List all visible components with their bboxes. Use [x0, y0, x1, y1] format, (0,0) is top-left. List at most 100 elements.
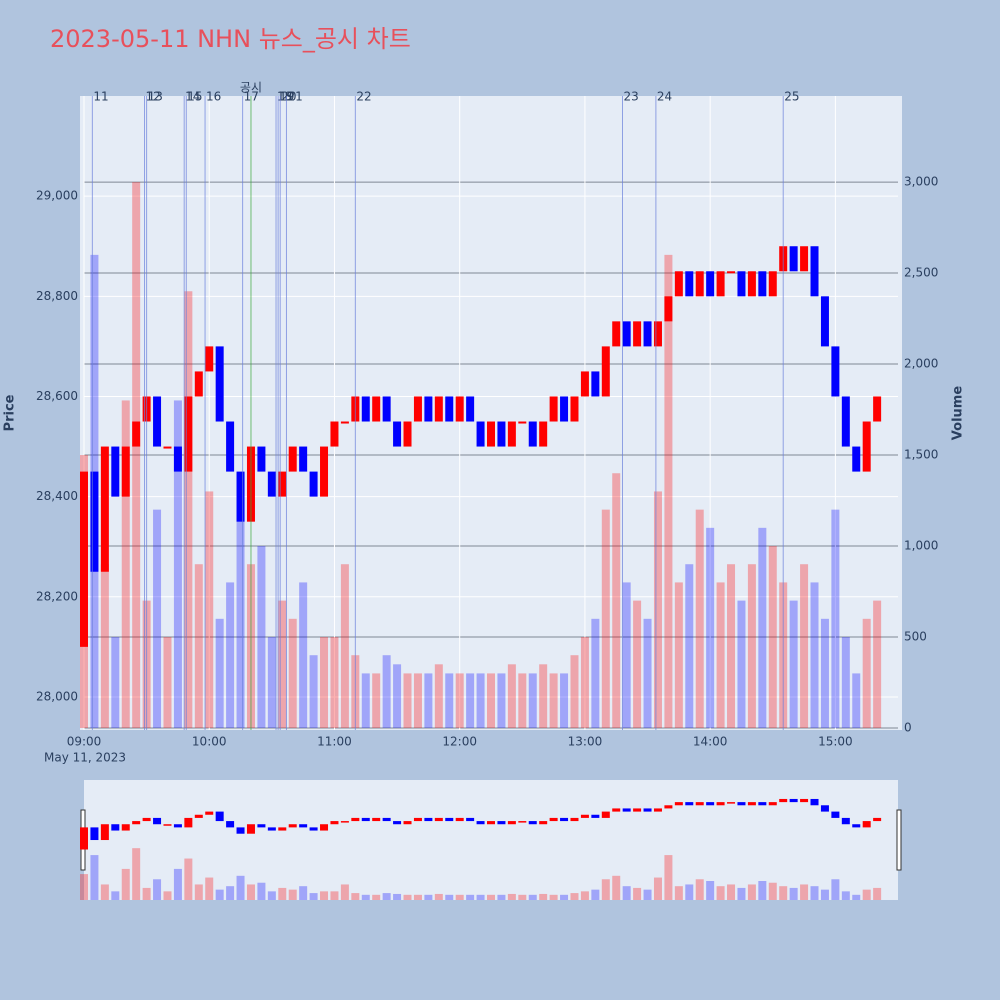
candle-body	[236, 471, 245, 522]
navigator-candle	[800, 798, 809, 803]
navigator-volume	[257, 882, 266, 900]
navigator-volume	[653, 877, 662, 900]
navigator-volume	[142, 887, 151, 900]
navigator-candle	[831, 811, 840, 818]
candle-body	[393, 421, 402, 447]
volume-bar	[747, 564, 756, 728]
y-tick-label: 28,000	[36, 689, 78, 703]
y2-tick-label: 2,500	[904, 266, 938, 280]
navigator-volume	[633, 887, 642, 900]
navigator-candle	[226, 821, 235, 828]
candle-body	[612, 321, 621, 347]
navigator-volume	[487, 894, 495, 900]
volume-bar	[789, 600, 798, 728]
navigator-candle	[852, 824, 861, 828]
navigator-candle	[727, 802, 736, 804]
navigator-candle	[320, 824, 329, 831]
volume-bar	[163, 637, 172, 728]
candle-body	[476, 421, 485, 447]
volume-bar	[560, 673, 569, 728]
navigator-volume	[591, 889, 600, 900]
navigator-volume	[100, 884, 109, 900]
candle-body	[382, 396, 391, 422]
candle-body	[80, 471, 88, 647]
volume-bar	[487, 673, 495, 728]
y2-axis-title: Volume	[951, 386, 966, 441]
candle-body	[163, 446, 172, 449]
volume-bar	[413, 673, 422, 728]
navigator-candle	[612, 808, 621, 812]
volume-bar	[758, 527, 767, 728]
y-tick-label: 28,600	[36, 389, 78, 403]
navigator-volume	[340, 884, 349, 900]
navigator-candle	[862, 821, 871, 828]
navigator-candle	[403, 821, 412, 825]
candle-body	[330, 421, 339, 447]
volume-bar	[257, 546, 266, 728]
candle-body	[361, 396, 370, 422]
volume-bar	[695, 509, 704, 728]
volume-bar	[622, 582, 631, 728]
volume-bar	[205, 491, 214, 728]
volume-bar	[476, 673, 485, 728]
volume-bar	[424, 673, 433, 728]
candle-body	[820, 296, 829, 347]
candle-body	[497, 421, 506, 447]
candle-body	[852, 446, 861, 472]
navigator-volume	[173, 868, 182, 900]
navigator-volume	[382, 893, 391, 900]
volume-bar	[309, 655, 318, 728]
navigator-candle	[685, 802, 694, 806]
navigator-candle	[528, 821, 537, 825]
navigator-volume	[476, 894, 485, 900]
candle-body	[674, 271, 683, 297]
navigator-candle	[382, 817, 391, 822]
news-label: 18	[277, 90, 292, 104]
navigator-volume	[601, 879, 610, 900]
navigator-volume	[674, 886, 683, 900]
candle-body	[455, 396, 464, 422]
navigator-volume	[664, 855, 673, 900]
candle-body	[153, 396, 162, 447]
navigator-volume	[466, 894, 475, 900]
navigator-volume	[841, 891, 850, 900]
navigator-volume	[643, 889, 652, 900]
x-tick-label: 13:00	[568, 735, 603, 749]
navigator-volume	[236, 875, 245, 900]
volume-bar	[612, 473, 621, 728]
navigator-volume	[299, 886, 308, 900]
navigator-candle	[299, 824, 308, 828]
navigator-handle[interactable]	[896, 809, 902, 871]
candle-body	[487, 421, 495, 447]
x-date-label: May 11, 2023	[44, 751, 126, 765]
volume-bar	[873, 600, 882, 728]
candle-body	[424, 396, 433, 422]
candle-body	[111, 446, 120, 497]
volume-bar	[570, 655, 579, 728]
volume-bar	[278, 600, 287, 728]
navigator-candle	[215, 811, 224, 822]
volume-bar	[267, 637, 276, 728]
x-tick-label: 09:00	[67, 735, 102, 749]
candle-body	[434, 396, 443, 422]
volume-bar	[528, 673, 537, 728]
navigator	[84, 780, 898, 900]
navigator-candle	[487, 821, 495, 825]
navigator-candle	[601, 811, 610, 818]
candle-body	[403, 421, 412, 447]
volume-bar	[372, 673, 381, 728]
navigator-candle	[434, 817, 443, 822]
candle-body	[560, 396, 569, 422]
news-label: 21	[287, 90, 302, 104]
volume-bar	[340, 564, 349, 728]
navigator-candle	[267, 827, 276, 831]
navigator-candle	[257, 824, 266, 828]
navigator-candle	[653, 808, 662, 812]
y2-tick-label: 1,500	[904, 448, 938, 462]
navigator-candle	[132, 821, 141, 825]
navigator-volume	[246, 884, 255, 900]
navigator-volume	[226, 886, 235, 900]
navigator-candle	[560, 817, 569, 822]
navigator-volume	[163, 891, 172, 900]
